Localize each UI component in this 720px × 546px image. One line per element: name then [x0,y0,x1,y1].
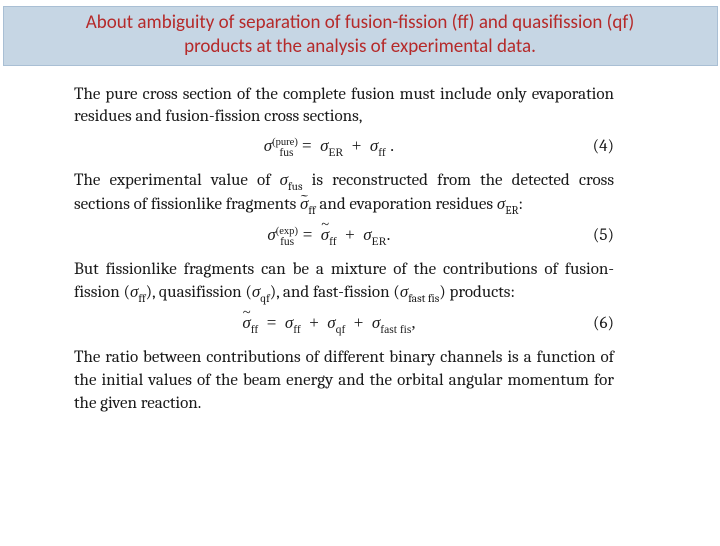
p2-d: : [519,195,524,214]
paragraph-4: The ratio between contributions of diffe… [74,347,614,416]
equation-6-math: σff = σff + σqf + σfast fis, [74,312,584,337]
paragraph-1: The pure cross section of the complete f… [74,84,614,130]
equation-4-number: (4) [584,136,614,159]
equation-6: σff = σff + σqf + σfast fis, (6) [74,312,614,337]
equation-5-math: σ(exp)fus = σff + σER. [74,224,584,249]
equation-6-number: (6) [584,313,614,336]
paragraph-3: But fissionlike fragments can be a mixtu… [74,259,614,306]
p3-c: ), and fast-fission ( [270,283,400,302]
paragraph-2: The experimental value of σfus is recons… [74,170,614,218]
body-content: The pure cross section of the complete f… [74,84,614,417]
equation-5-number: (5) [584,225,614,248]
p2-a: The experimental value of [74,171,280,190]
title-line2: products at the analysis of experimental… [184,35,536,58]
p2-c: and evaporation residues [316,195,497,214]
title-line1: About ambiguity of separation of fusion-… [86,11,634,34]
title-banner: About ambiguity of separation of fusion-… [3,6,718,66]
equation-4-math: σ(pure)fus = σER + σff . [74,135,584,160]
p3-b: ), quasifission ( [146,283,252,302]
p3-d: ) products: [439,283,515,302]
equation-4: σ(pure)fus = σER + σff . (4) [74,135,614,160]
equation-5: σ(exp)fus = σff + σER. (5) [74,224,614,249]
